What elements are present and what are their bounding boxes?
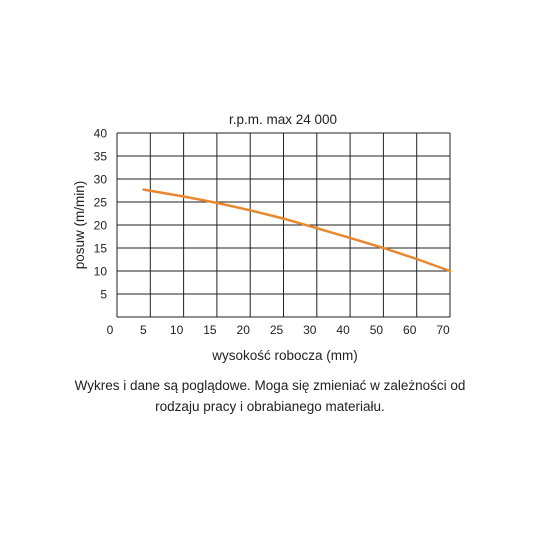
x-tick-label: 10	[170, 323, 184, 337]
x-tick-label: 15	[203, 323, 217, 337]
y-tick-label: 25	[94, 196, 108, 210]
chart-caption: Wykres i dane są poglądowe. Moga się zmi…	[0, 375, 540, 417]
x-tick-label: 70	[436, 323, 450, 337]
y-tick-label: 10	[94, 265, 108, 279]
chart-title: r.p.m. max 24 000	[229, 112, 337, 127]
grid	[116, 132, 451, 318]
x-tick-label: 25	[270, 323, 284, 337]
data-point	[249, 209, 252, 212]
x-tick-label: 50	[370, 323, 384, 337]
x-axis-ticks: 0 5 10 15 20 25 30 40 50 60 70	[107, 323, 450, 337]
data-point	[382, 246, 385, 250]
x-tick-label: 0	[107, 323, 114, 337]
data-point	[448, 269, 452, 273]
x-tick-label: 40	[336, 323, 350, 337]
y-tick-label: 20	[94, 219, 108, 233]
data-point	[282, 217, 285, 220]
caption-line-1: Wykres i dane są poglądowe. Moga się zmi…	[74, 378, 466, 393]
y-tick-label: 40	[94, 127, 108, 141]
data-point	[315, 227, 318, 230]
series-line	[142, 188, 452, 273]
x-tick-label: 30	[303, 323, 317, 337]
y-tick-label: 5	[100, 288, 107, 302]
series-layer	[142, 188, 452, 273]
y-axis-ticks: 5 10 15 20 25 30 35 40	[94, 127, 108, 302]
y-tick-label: 30	[94, 173, 108, 187]
data-point	[348, 236, 352, 240]
x-axis-label: wysokość robocza (mm)	[211, 348, 358, 363]
y-tick-label: 15	[94, 242, 108, 256]
x-tick-label: 20	[237, 323, 251, 337]
x-tick-label: 60	[403, 323, 417, 337]
data-point	[142, 188, 145, 191]
data-point	[415, 257, 418, 261]
data-point	[182, 195, 185, 198]
y-tick-label: 35	[94, 150, 108, 164]
x-tick-label: 5	[140, 323, 147, 337]
data-point	[215, 201, 219, 205]
y-axis-label: posuw (m/min)	[72, 181, 87, 270]
caption-line-2: rodzaju pracy i obrabianego materiału.	[155, 399, 385, 414]
